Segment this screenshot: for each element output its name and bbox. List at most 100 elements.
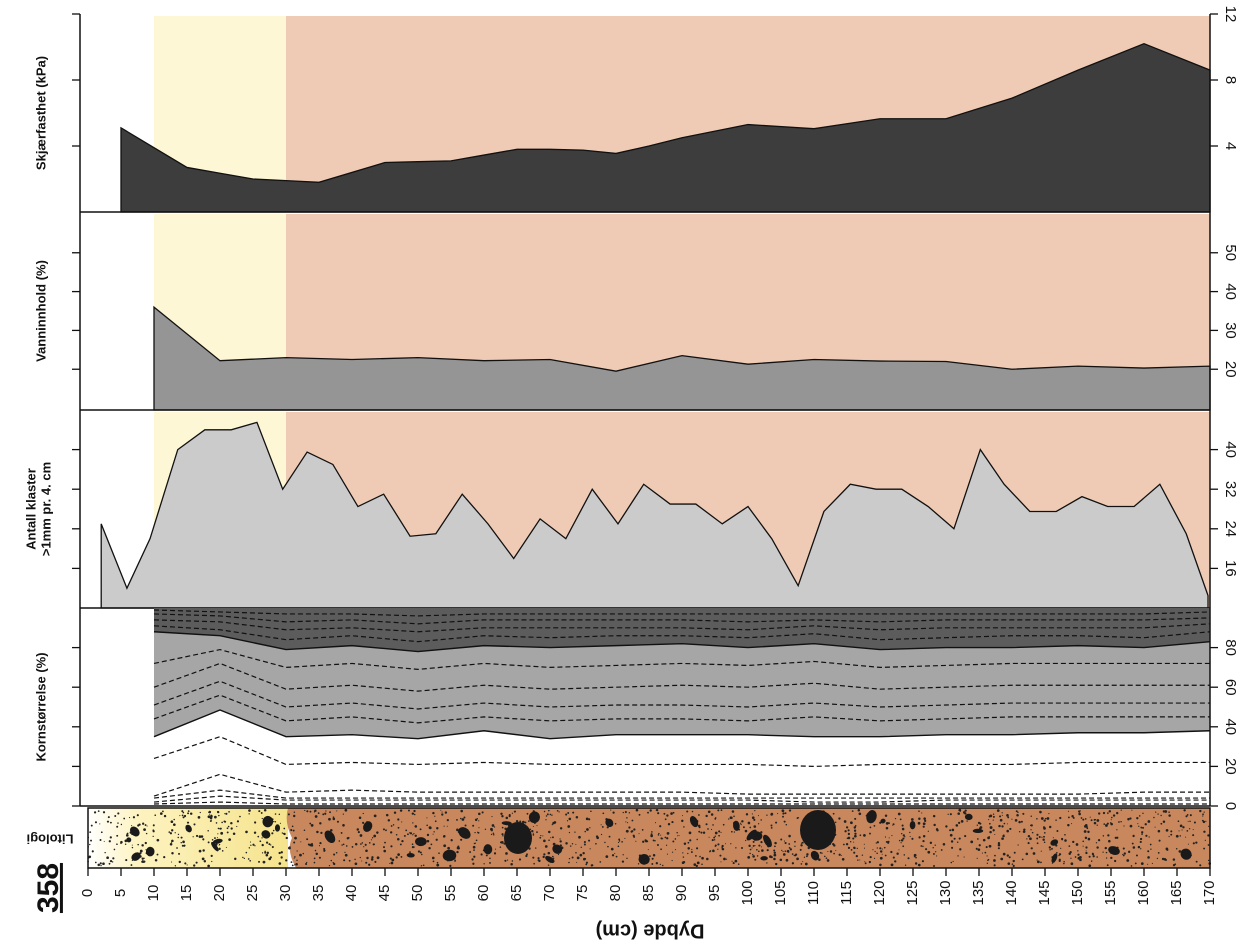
grain — [245, 830, 248, 834]
grain — [1036, 842, 1039, 845]
grain — [656, 808, 659, 812]
y-tick-label: 12 — [1222, 6, 1239, 23]
grain — [330, 829, 333, 832]
grain — [992, 815, 995, 818]
grain — [344, 808, 348, 812]
grain — [322, 813, 325, 816]
grain — [1168, 811, 1170, 813]
grain — [843, 820, 847, 823]
grain — [305, 862, 308, 866]
grain — [299, 853, 302, 857]
grain — [595, 835, 599, 838]
grain — [1058, 853, 1062, 856]
grain — [1077, 853, 1080, 856]
grain — [918, 836, 921, 839]
grain — [788, 834, 791, 838]
clast — [638, 853, 650, 865]
grain — [585, 863, 588, 866]
grain — [1098, 812, 1101, 815]
grain — [131, 844, 133, 846]
grain — [89, 843, 91, 846]
clast — [504, 822, 532, 854]
grain — [480, 853, 483, 856]
grain — [963, 856, 965, 858]
grain — [438, 852, 440, 855]
grain — [1036, 833, 1039, 836]
grain — [413, 813, 416, 816]
grain — [182, 840, 185, 844]
grain — [539, 836, 542, 839]
grain — [303, 829, 306, 832]
grain — [1084, 836, 1088, 840]
grain — [1000, 857, 1004, 861]
grain — [464, 824, 467, 827]
grain — [293, 814, 296, 818]
grain — [625, 821, 627, 823]
grain — [1060, 847, 1062, 849]
grain-curve — [153, 789, 1210, 799]
grain — [988, 844, 992, 848]
grain — [224, 813, 226, 815]
x-tick-label: 20 — [211, 885, 228, 902]
grain — [568, 857, 571, 860]
grain — [923, 817, 926, 820]
clast — [552, 844, 563, 854]
grain — [722, 823, 725, 826]
grain — [610, 809, 612, 811]
y-tick-label: 8 — [1222, 76, 1239, 84]
grain — [586, 828, 589, 831]
grain — [368, 863, 371, 866]
grain — [472, 862, 475, 865]
grain — [857, 859, 859, 861]
grain — [904, 836, 906, 838]
grain — [533, 862, 535, 865]
grain — [1027, 842, 1030, 845]
grain — [189, 812, 193, 815]
grain — [374, 860, 377, 863]
x-tick-label: 155 — [1102, 880, 1119, 905]
grain — [1175, 847, 1178, 850]
grain — [717, 809, 720, 812]
x-tick-label: 30 — [277, 885, 294, 902]
grain — [1138, 825, 1140, 827]
grain — [1147, 850, 1150, 853]
grain — [710, 813, 714, 816]
grain — [566, 820, 569, 822]
grain — [387, 819, 391, 822]
grain — [501, 826, 504, 829]
grain — [773, 857, 776, 861]
grain — [361, 842, 364, 844]
y-tick-label: 40 — [1222, 718, 1239, 735]
grain — [1165, 829, 1169, 832]
grain — [248, 809, 251, 812]
grain — [658, 832, 660, 835]
grain-curve — [153, 609, 1211, 617]
grain — [1207, 859, 1210, 862]
grain — [513, 810, 516, 813]
grain-curve — [153, 625, 1211, 643]
grain — [631, 830, 634, 833]
grain — [529, 828, 532, 831]
grain — [1026, 838, 1028, 840]
grain — [783, 820, 786, 823]
grain — [988, 836, 990, 838]
grain — [1155, 811, 1157, 813]
grain — [853, 846, 856, 850]
grain — [749, 826, 752, 829]
grain — [646, 840, 649, 843]
grain — [434, 820, 437, 823]
grain — [841, 857, 845, 861]
grain — [1123, 852, 1126, 855]
grain — [1186, 830, 1189, 832]
grain — [90, 839, 92, 842]
grain — [1116, 836, 1119, 839]
grain — [1106, 864, 1109, 867]
grain — [610, 847, 614, 851]
grain — [319, 841, 322, 845]
grain — [794, 845, 796, 847]
grain — [143, 828, 146, 831]
grain — [652, 839, 655, 842]
grain — [788, 843, 791, 845]
grain — [788, 846, 791, 849]
grain — [1044, 817, 1047, 820]
